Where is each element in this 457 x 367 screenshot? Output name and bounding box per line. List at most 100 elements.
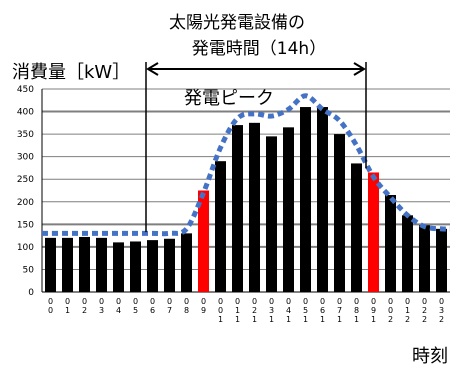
bar-17:00	[334, 134, 345, 292]
bar-16:00	[317, 107, 328, 293]
x-tick-glyph: 6	[150, 306, 155, 315]
x-tick-11:00: 011	[235, 297, 240, 324]
x-tick-17:00: 071	[337, 297, 342, 324]
x-tick-glyph: 0	[235, 297, 240, 306]
x-tick-glyph: 2	[82, 306, 87, 315]
generation-curve-line	[41, 93, 451, 237]
bar-15:00	[300, 107, 311, 293]
x-tick-glyph: 0	[116, 297, 121, 306]
x-tick-glyph: 0	[218, 306, 223, 315]
x-tick-glyph: 2	[439, 315, 444, 324]
bar-12:00	[249, 122, 260, 292]
x-tick-glyph: 0	[371, 297, 376, 306]
x-tick-glyph: 2	[422, 315, 427, 324]
x-tick-19:00: 091	[371, 297, 376, 324]
x-tick-1:00: 01	[65, 297, 70, 315]
x-tick-glyph: 1	[218, 315, 223, 324]
x-tick-glyph: 3	[269, 306, 274, 315]
x-tick-glyph: 0	[354, 297, 359, 306]
x-tick-13:00: 031	[269, 297, 274, 324]
x-tick-glyph: 1	[405, 306, 410, 315]
chart-title-line2: 発電時間（14h）	[192, 39, 326, 59]
bar-18:00	[351, 163, 362, 292]
x-tick-glyph: 0	[133, 297, 138, 306]
x-tick-glyph: 0	[82, 297, 87, 306]
generation-curve	[41, 93, 451, 237]
x-tick-9:00: 09	[201, 297, 206, 315]
x-tick-glyph: 1	[65, 306, 70, 315]
x-tick-glyph: 0	[388, 306, 393, 315]
bar-14:00	[283, 127, 294, 292]
x-tick-16:00: 061	[320, 297, 325, 324]
y-tick-100: 100	[17, 243, 34, 253]
grid-lines	[41, 88, 450, 293]
x-tick-glyph: 1	[286, 315, 291, 324]
x-tick-glyph: 0	[48, 297, 53, 306]
x-tick-glyph: 3	[439, 306, 444, 315]
x-tick-glyph: 5	[303, 306, 308, 315]
bar-0:00	[45, 237, 56, 292]
x-axis-label: 時刻	[412, 346, 448, 367]
x-tick-glyph: 0	[439, 297, 444, 306]
x-tick-21:00: 012	[405, 297, 410, 324]
bar-13:00	[266, 136, 277, 292]
x-tick-labels: 0001020304050607080900101102103104105106…	[48, 297, 444, 324]
x-tick-glyph: 0	[201, 297, 206, 306]
y-tick-labels: 0 50 100 150 200 250 300 350 400 450	[17, 85, 34, 298]
x-tick-glyph: 0	[167, 297, 172, 306]
x-tick-glyph: 0	[65, 297, 70, 306]
x-tick-4:00: 04	[116, 297, 121, 315]
x-tick-glyph: 1	[337, 315, 342, 324]
bracket-arrowhead-right	[353, 62, 366, 76]
x-tick-glyph: 1	[303, 315, 308, 324]
bar-11:00	[232, 125, 243, 292]
x-tick-glyph: 1	[320, 315, 325, 324]
x-tick-10:00: 001	[218, 297, 223, 324]
x-tick-glyph: 8	[354, 306, 359, 315]
y-axis-label: 消費量［kW］	[12, 62, 130, 83]
x-tick-glyph: 3	[99, 306, 104, 315]
bar-3:00	[96, 237, 107, 292]
bar-5:00	[130, 241, 141, 292]
x-tick-glyph: 0	[286, 297, 291, 306]
x-tick-glyph: 2	[405, 315, 410, 324]
x-tick-glyph: 9	[371, 306, 376, 315]
x-tick-glyph: 1	[235, 315, 240, 324]
bar-21:00	[402, 215, 413, 292]
x-tick-glyph: 0	[48, 306, 53, 315]
bar-2:00	[79, 236, 90, 292]
bar-9:00	[198, 190, 209, 292]
x-tick-glyph: 0	[99, 297, 104, 306]
x-tick-glyph: 0	[405, 297, 410, 306]
x-tick-glyph: 0	[422, 297, 427, 306]
x-tick-23:00: 032	[439, 297, 444, 324]
x-tick-glyph: 0	[218, 297, 223, 306]
bars	[45, 107, 447, 293]
y-tick-0: 0	[28, 288, 34, 298]
x-tick-glyph: 0	[252, 297, 257, 306]
x-tick-glyph: 0	[303, 297, 308, 306]
x-tick-5:00: 05	[133, 297, 138, 315]
generation-time-bracket	[145, 62, 367, 233]
x-tick-glyph: 5	[133, 306, 138, 315]
x-tick-glyph: 1	[371, 315, 376, 324]
x-tick-20:00: 002	[388, 297, 393, 324]
x-tick-glyph: 0	[337, 297, 342, 306]
y-tick-150: 150	[17, 220, 34, 230]
chart-title-line1: 太陽光発電設備の	[169, 13, 305, 33]
x-tick-0:00: 00	[48, 297, 53, 315]
x-tick-glyph: 4	[286, 306, 291, 315]
x-tick-glyph: 1	[354, 315, 359, 324]
x-tick-glyph: 2	[422, 306, 427, 315]
bracket-arrowhead-left	[146, 62, 159, 76]
y-tick-300: 300	[17, 153, 34, 163]
bar-23:00	[436, 228, 447, 292]
x-tick-glyph: 7	[167, 306, 172, 315]
x-tick-glyph: 1	[252, 315, 257, 324]
x-tick-8:00: 08	[184, 297, 189, 315]
x-tick-glyph: 9	[201, 306, 206, 315]
x-tick-glyph: 0	[388, 297, 393, 306]
bar-4:00	[113, 242, 124, 292]
x-tick-glyph: 1	[235, 306, 240, 315]
